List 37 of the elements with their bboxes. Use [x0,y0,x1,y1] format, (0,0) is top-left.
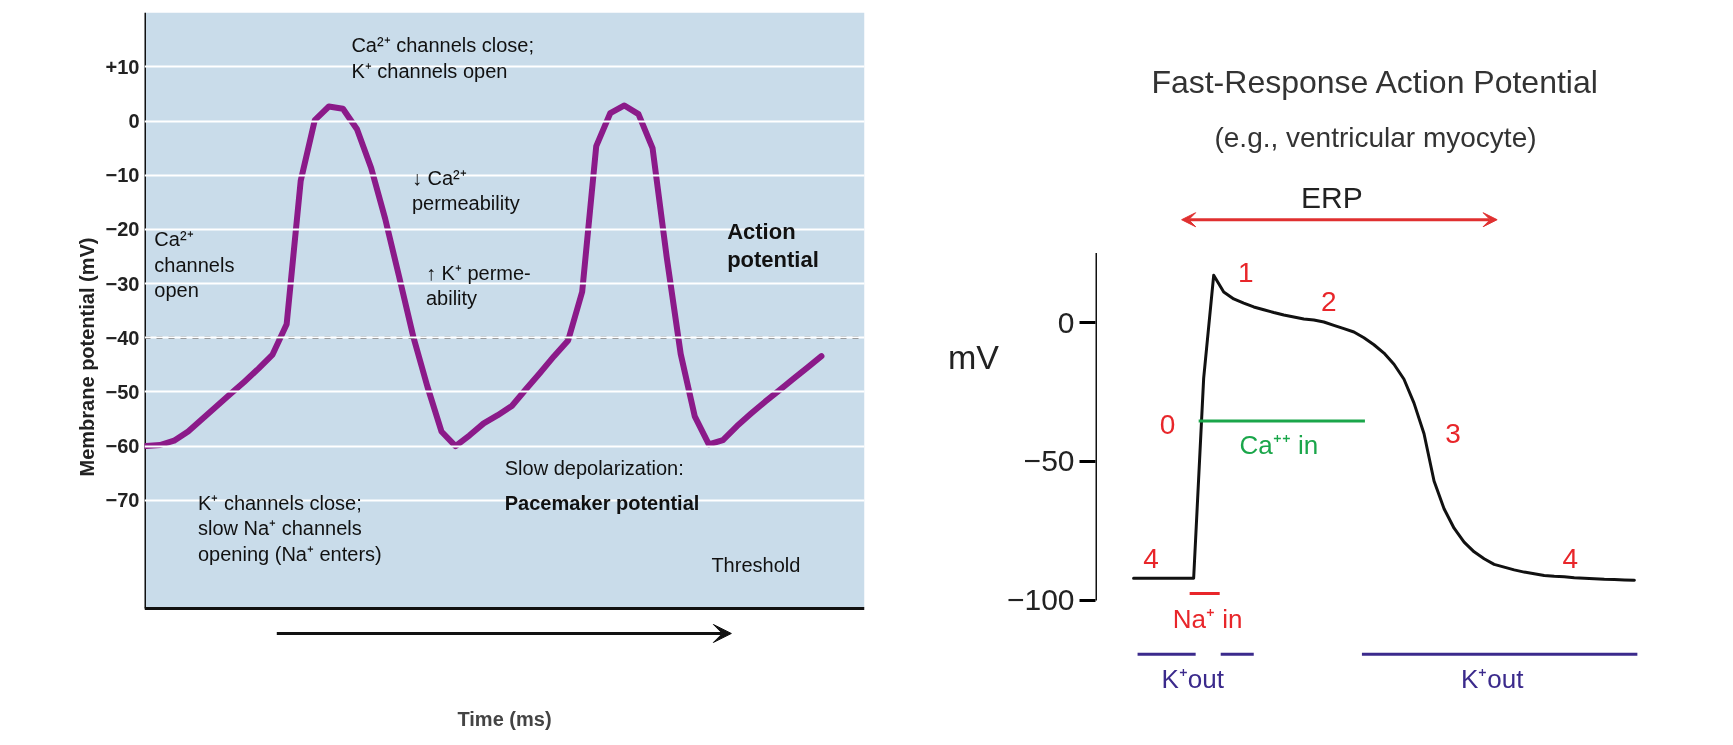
y-tick-label: −70 [105,489,140,512]
x-axis-title: Time (ms) [457,707,552,730]
chart-subtitle: (e.g., ventricular myocyte) [1214,122,1537,153]
text: K⁺out [1460,664,1525,695]
text: K⁺out [1161,664,1225,695]
annotation: ↑ K⁺ perme- ability [425,261,531,310]
annotation: Ca²⁺ channels close; K⁺ channels open [351,34,535,82]
y-axis-title: Membrane potential (mV) [75,237,98,477]
y-tick-label: −40 [105,326,140,349]
y-tick-label: −60 [105,435,140,458]
annotation: Ca²⁺ channels open [154,228,235,301]
annotation: 1 [1237,257,1254,289]
annotation: Action potential [727,218,819,273]
y-tick-label: 0 [128,110,140,133]
annotation: 4 [1562,543,1579,575]
annotation: Ca⁺⁺ in [1239,429,1319,460]
annotation: 2 [1321,285,1337,317]
annotation: Pacemaker potential [504,492,700,515]
chart-title: Fast-Response Action Potential [1151,63,1598,100]
annotation: K⁺ channels close; slow Na⁺ channels opening (Na⁺ enters) [197,492,382,565]
y-tick-label: −50 [1023,444,1075,478]
y-tick-label: −20 [105,218,140,241]
y-axis-title: mV [947,338,1000,376]
y-tick-label: −50 [105,380,140,403]
text: Na⁺ in [1172,603,1243,634]
annotation: ↓ Ca²⁺ permeability [411,167,520,215]
text: ERP [1301,180,1363,214]
annotation: 0 [1159,408,1176,440]
annotation: 4 [1143,543,1159,575]
y-tick-label: −100 [1006,583,1075,617]
annotation: 3 [1445,418,1461,450]
y-tick-label: −10 [105,164,140,187]
ref-line-label: Threshold [711,554,801,577]
annotation: Slow depolarization: [504,456,684,479]
y-tick-label: 0 [1057,305,1075,339]
y-tick-label: +10 [105,55,140,78]
y-tick-label: −30 [105,272,140,295]
